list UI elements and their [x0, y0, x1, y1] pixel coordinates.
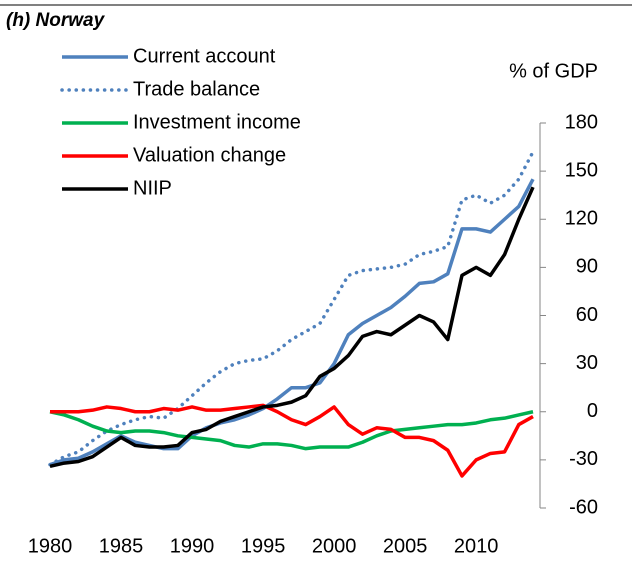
x-tick-label: 2005 — [383, 535, 428, 557]
legend-label: Valuation change — [133, 144, 286, 166]
y-tick-label: -60 — [569, 496, 598, 518]
series-line — [49, 178, 535, 467]
x-tick-label: 2000 — [312, 535, 357, 557]
series-line — [50, 403, 534, 478]
y-tick-label: 90 — [576, 256, 598, 278]
series-line — [48, 150, 535, 467]
x-tick-label: 1980 — [28, 535, 73, 557]
x-tick-label: 1990 — [170, 535, 215, 557]
x-tick-label: 1995 — [241, 535, 286, 557]
y-tick-label: 180 — [565, 111, 598, 133]
y-axis-label: % of GDP — [509, 60, 598, 82]
legend-label: Investment income — [133, 111, 301, 133]
y-tick-label: 150 — [565, 159, 598, 181]
y-tick-label: -30 — [569, 448, 598, 470]
x-tick-label: 2010 — [454, 535, 499, 557]
legend-label: Trade balance — [133, 78, 260, 100]
legend-label: NIIP — [133, 177, 172, 199]
series-line — [49, 410, 534, 451]
y-tick-label: 0 — [587, 400, 598, 422]
legend-label: Current account — [133, 45, 276, 67]
y-tick-label: 120 — [565, 208, 598, 230]
chart-title: (h) Norway — [6, 10, 106, 31]
y-tick-label: 60 — [576, 304, 598, 326]
x-tick-label: 1985 — [99, 535, 144, 557]
series-line — [49, 186, 535, 468]
y-tick-label: 30 — [576, 352, 598, 374]
